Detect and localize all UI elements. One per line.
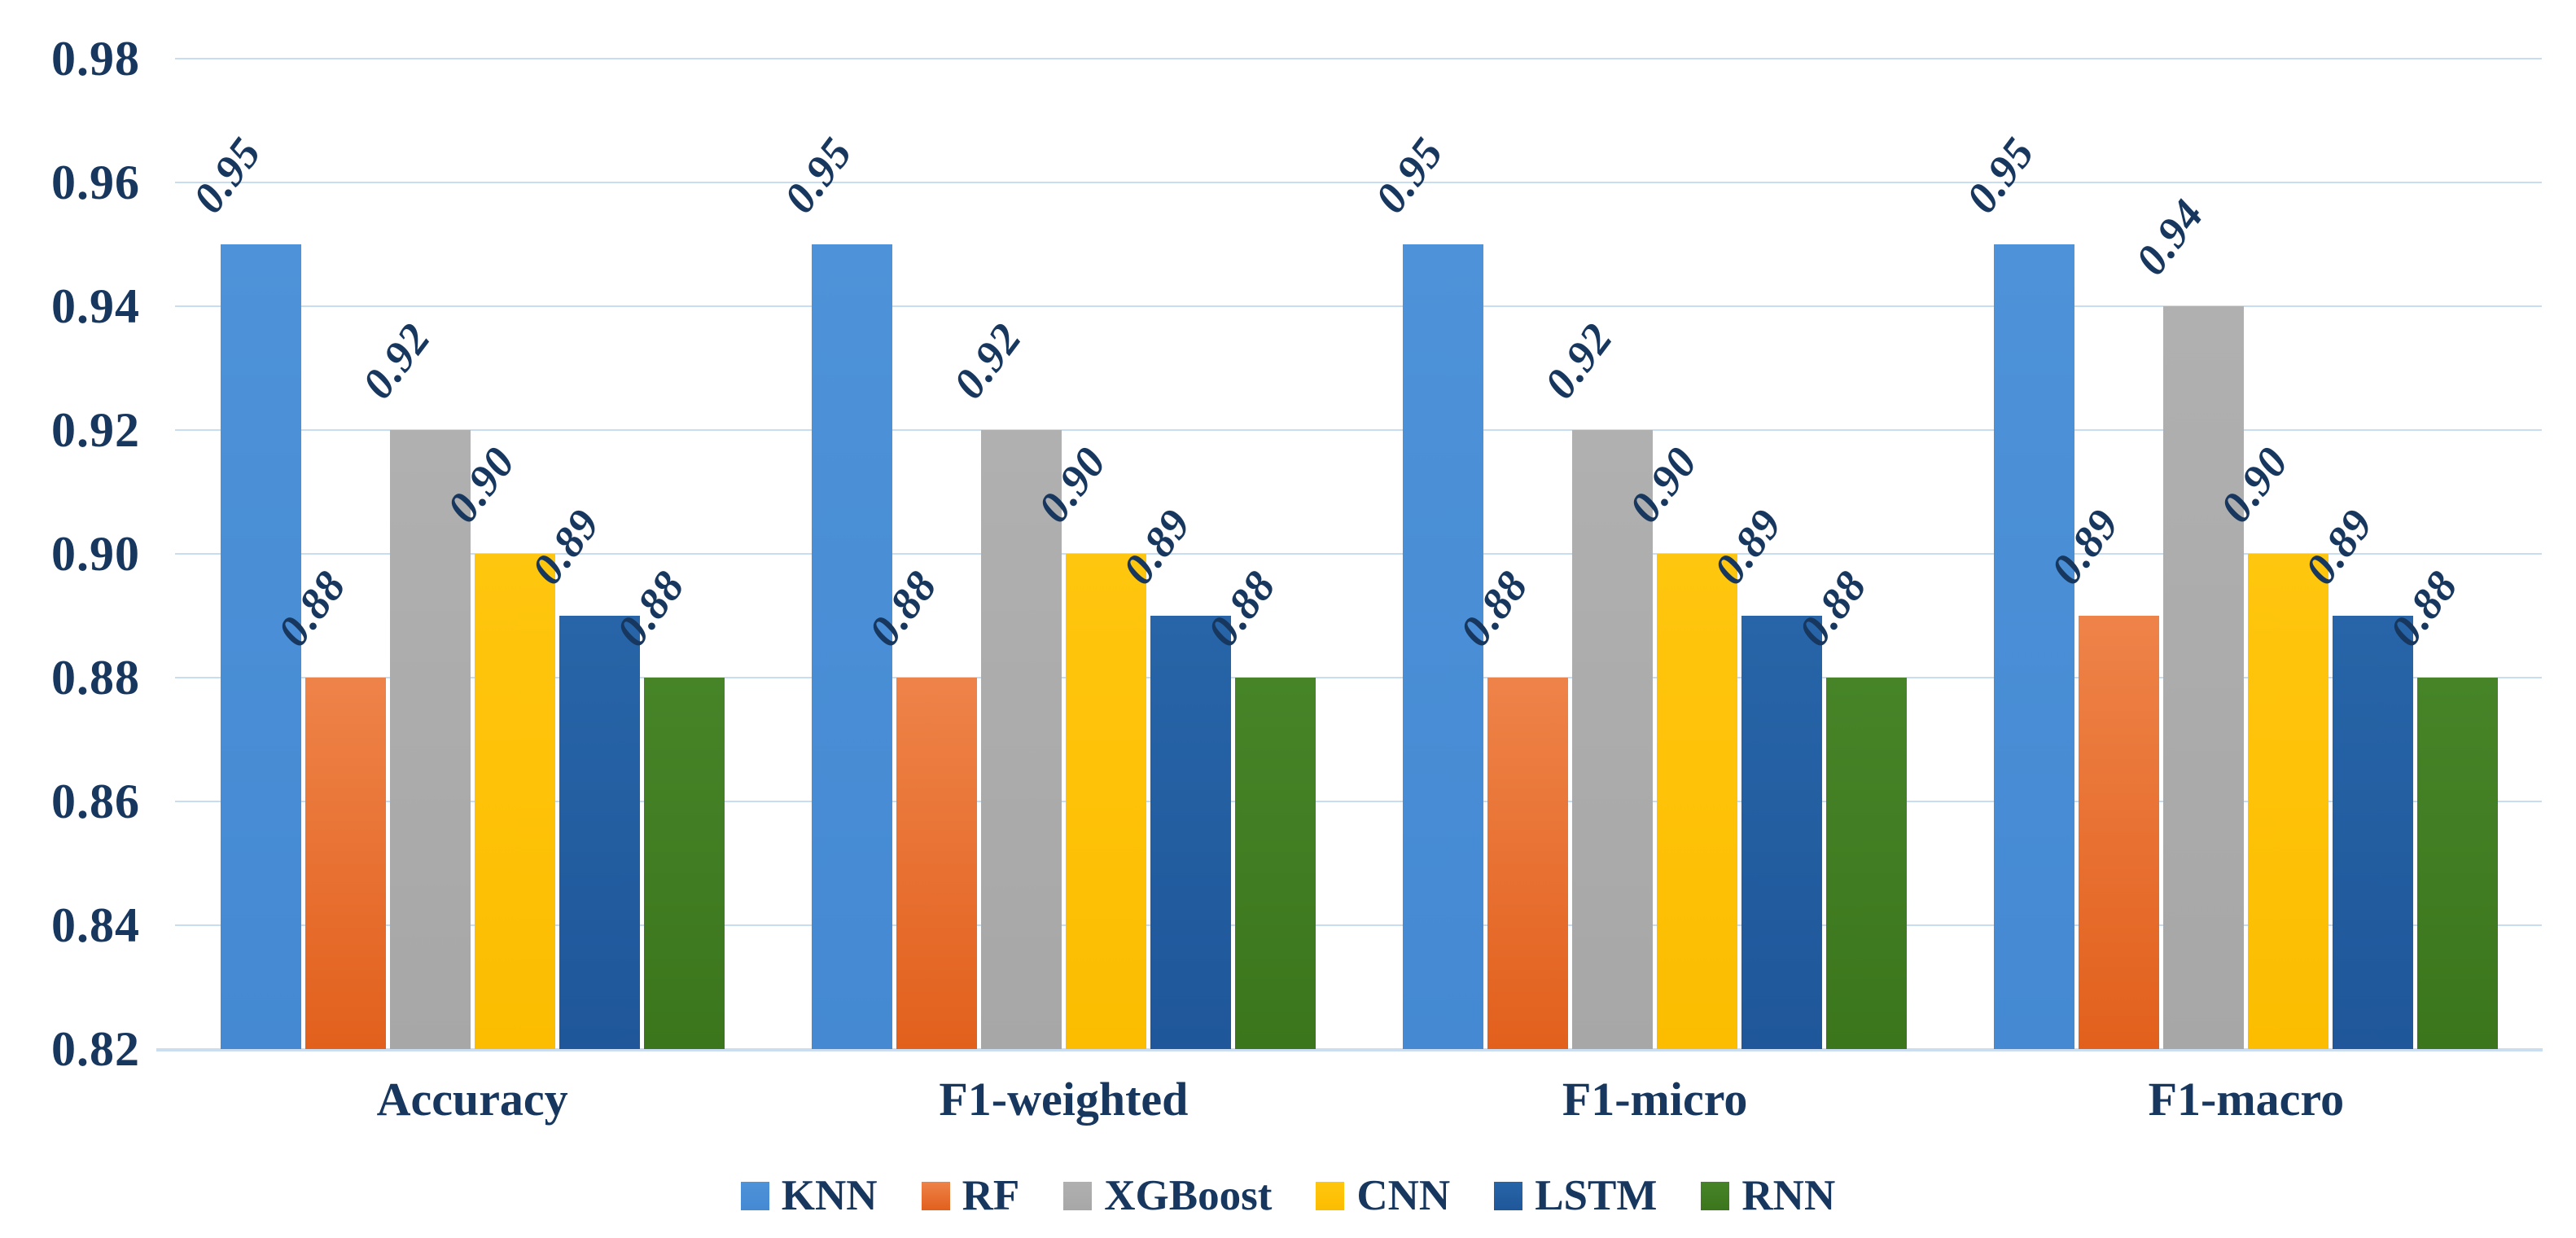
- bar-rf-f1-micro: [1487, 678, 1569, 1049]
- bar-rnn-f1-weighted: [1234, 678, 1316, 1049]
- bar-rf-accuracy: [304, 678, 386, 1049]
- bar-cnn-accuracy: [474, 554, 555, 1049]
- y-tick-label: 0.90: [51, 527, 140, 581]
- y-tick-label: 0.82: [51, 1022, 140, 1076]
- bar-knn-f1-weighted: [811, 244, 892, 1049]
- legend-label: KNN: [781, 1172, 878, 1219]
- bar-xgboost-accuracy: [389, 430, 471, 1049]
- gridline: [175, 677, 2542, 678]
- bar-rnn-f1-micro: [1826, 678, 1908, 1049]
- bar-value-text: 0.94: [2126, 190, 2214, 284]
- bar-rf-f1-weighted: [896, 678, 977, 1049]
- bar-value-text: 0.95: [182, 128, 271, 222]
- y-tick-label: 0.94: [51, 279, 140, 333]
- bar-value-text: 0.95: [1365, 128, 1453, 222]
- y-tick-label: 0.88: [51, 651, 140, 705]
- y-tick-label: 0.96: [51, 156, 140, 209]
- legend-item-lstm: LSTM: [1494, 1171, 1657, 1220]
- y-tick-label: 0.98: [51, 32, 140, 86]
- bar-rnn-f1-macro: [2417, 678, 2499, 1049]
- bar-value-text: 0.92: [944, 314, 1032, 408]
- legend-item-rf: RF: [921, 1171, 1020, 1220]
- x-category-label: Accuracy: [376, 1073, 568, 1126]
- x-category-label: F1-weighted: [939, 1073, 1189, 1126]
- gridline: [175, 182, 2542, 183]
- x-axis-line: [156, 1048, 2543, 1051]
- y-tick-label: 0.84: [51, 898, 140, 952]
- legend: KNN RF XGBoost CNN LSTM RNN: [0, 1171, 2576, 1220]
- gridline: [175, 801, 2542, 802]
- bar-lstm-f1-micro: [1741, 616, 1823, 1049]
- bar-value-text: 0.92: [1535, 314, 1623, 408]
- legend-item-rnn: RNN: [1701, 1171, 1835, 1220]
- bar-value-text: 0.95: [1956, 128, 2044, 222]
- bar-value-text: 0.95: [774, 128, 862, 222]
- bar-lstm-accuracy: [559, 616, 640, 1049]
- bar-knn-f1-macro: [1994, 244, 2075, 1049]
- legend-swatch-knn: [740, 1181, 769, 1210]
- gridline: [175, 924, 2542, 926]
- legend-item-knn: KNN: [740, 1171, 878, 1220]
- legend-label: RF: [962, 1172, 1020, 1219]
- legend-label: RNN: [1741, 1172, 1836, 1219]
- legend-label: CNN: [1356, 1172, 1451, 1219]
- gridline: [175, 58, 2542, 59]
- bar-knn-f1-micro: [1403, 244, 1484, 1049]
- bar-cnn-f1-micro: [1657, 554, 1738, 1049]
- legend-item-xgboost: XGBoost: [1063, 1171, 1272, 1220]
- y-tick-label: 0.86: [51, 775, 140, 828]
- x-category-label: F1-micro: [1562, 1073, 1748, 1126]
- y-tick-label: 0.92: [51, 403, 140, 457]
- bar-xgboost-f1-weighted: [980, 430, 1062, 1049]
- legend-swatch-cnn: [1316, 1181, 1345, 1210]
- legend-label: LSTM: [1535, 1172, 1658, 1219]
- bar-cnn-f1-macro: [2248, 554, 2329, 1049]
- bar-xgboost-f1-micro: [1572, 430, 1654, 1049]
- bar-lstm-f1-weighted: [1150, 616, 1231, 1049]
- legend-swatch-lstm: [1494, 1181, 1523, 1210]
- bar-value-text: 0.92: [352, 314, 440, 408]
- bar-rnn-accuracy: [643, 678, 725, 1049]
- gridline: [175, 553, 2542, 555]
- bar-lstm-f1-macro: [2333, 616, 2414, 1049]
- legend-swatch-rnn: [1701, 1181, 1730, 1210]
- bar-cnn-f1-weighted: [1065, 554, 1146, 1049]
- gridline: [175, 305, 2542, 307]
- legend-swatch-rf: [921, 1181, 950, 1210]
- x-category-label: F1-macro: [2148, 1073, 2345, 1126]
- gridline: [175, 429, 2542, 431]
- bar-rf-f1-macro: [2079, 616, 2160, 1049]
- legend-swatch-xgboost: [1063, 1181, 1093, 1210]
- bar-knn-accuracy: [220, 244, 301, 1049]
- legend-label: XGBoost: [1104, 1172, 1273, 1219]
- legend-item-cnn: CNN: [1316, 1171, 1450, 1220]
- bar-xgboost-f1-macro: [2163, 306, 2245, 1049]
